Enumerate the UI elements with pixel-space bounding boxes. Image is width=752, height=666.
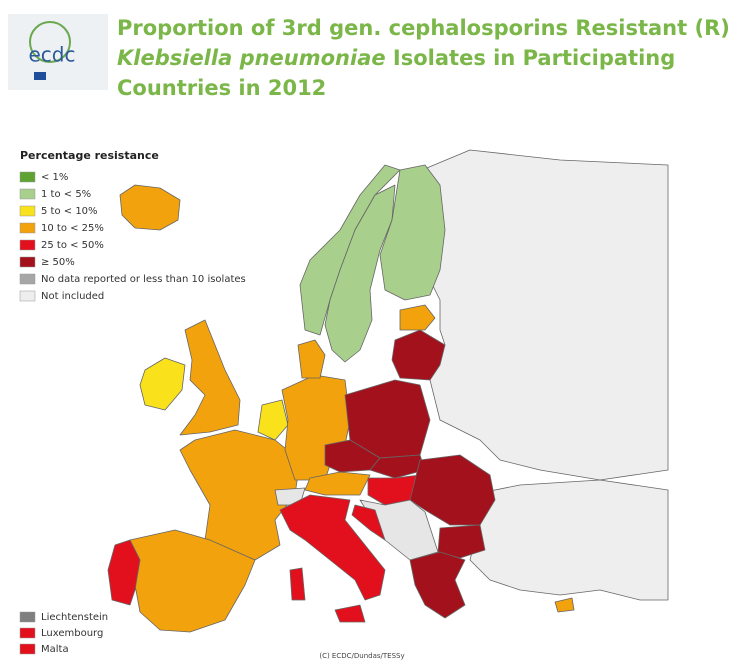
country (279, 494, 386, 601)
small-countries-legend: Liechtenstein Luxembourg Malta (19, 611, 108, 655)
title-italic: Klebsiella pneumoniae (117, 46, 386, 70)
legend-swatch (19, 627, 36, 639)
country (359, 499, 439, 561)
legend-label: Luxembourg (41, 628, 103, 639)
country (391, 329, 446, 381)
title-line: Countries in 2012 (117, 76, 326, 100)
logo-box (8, 14, 108, 90)
logo: ecdc (8, 14, 108, 90)
country (257, 399, 289, 441)
country (304, 471, 371, 496)
legend-swatch (19, 188, 36, 200)
country (324, 184, 396, 363)
legend-label: 25 to < 50% (41, 240, 104, 251)
legend-label: 10 to < 25% (41, 223, 104, 234)
country (297, 339, 326, 379)
legend-label: ≥ 50% (41, 257, 75, 268)
legend-swatch (19, 290, 36, 302)
title-rest: Isolates in Participating (386, 46, 676, 70)
country (107, 539, 141, 606)
legend-swatch (19, 239, 36, 251)
legend-label: Malta (41, 644, 69, 655)
country (289, 567, 306, 601)
country (179, 429, 301, 561)
map (107, 149, 669, 633)
country (139, 357, 186, 411)
legend-swatch (19, 611, 36, 623)
logo-text: ecdc (29, 43, 76, 67)
legend-label: 5 to < 10% (41, 206, 98, 217)
legend-swatch (19, 643, 36, 655)
country (554, 597, 575, 613)
credit: (C) ECDC/Dundas/TESSy (319, 652, 404, 660)
title-line: Proportion of 3rd gen. cephalosporins Re… (117, 16, 730, 40)
country (379, 164, 446, 301)
legend-label: Not included (41, 291, 104, 302)
country (409, 149, 669, 481)
legend: < 1% 1 to < 5% 5 to < 10% 10 to < 25% 25 to … (19, 171, 246, 302)
legend-label: < 1% (41, 172, 68, 183)
country (351, 504, 386, 541)
legend-swatch (19, 171, 36, 183)
country (119, 184, 181, 231)
country (334, 604, 366, 623)
logo-globe (29, 21, 71, 63)
legend-swatch (19, 273, 36, 285)
legend-label: 1 to < 5% (41, 189, 91, 200)
country (409, 551, 466, 619)
country (399, 304, 436, 331)
legend-swatch (19, 205, 36, 217)
legend-title: Percentage resistance (20, 149, 159, 162)
legend-label: No data reported or less than 10 isolate… (41, 274, 246, 285)
country (437, 524, 486, 559)
legend-swatch (19, 256, 36, 268)
legend-swatch (19, 222, 36, 234)
country (469, 479, 669, 601)
title-line: Klebsiella pneumoniae Isolates in Partic… (117, 46, 675, 70)
eu-flag (34, 72, 46, 80)
legend-label: Liechtenstein (41, 612, 108, 623)
country (179, 319, 241, 436)
